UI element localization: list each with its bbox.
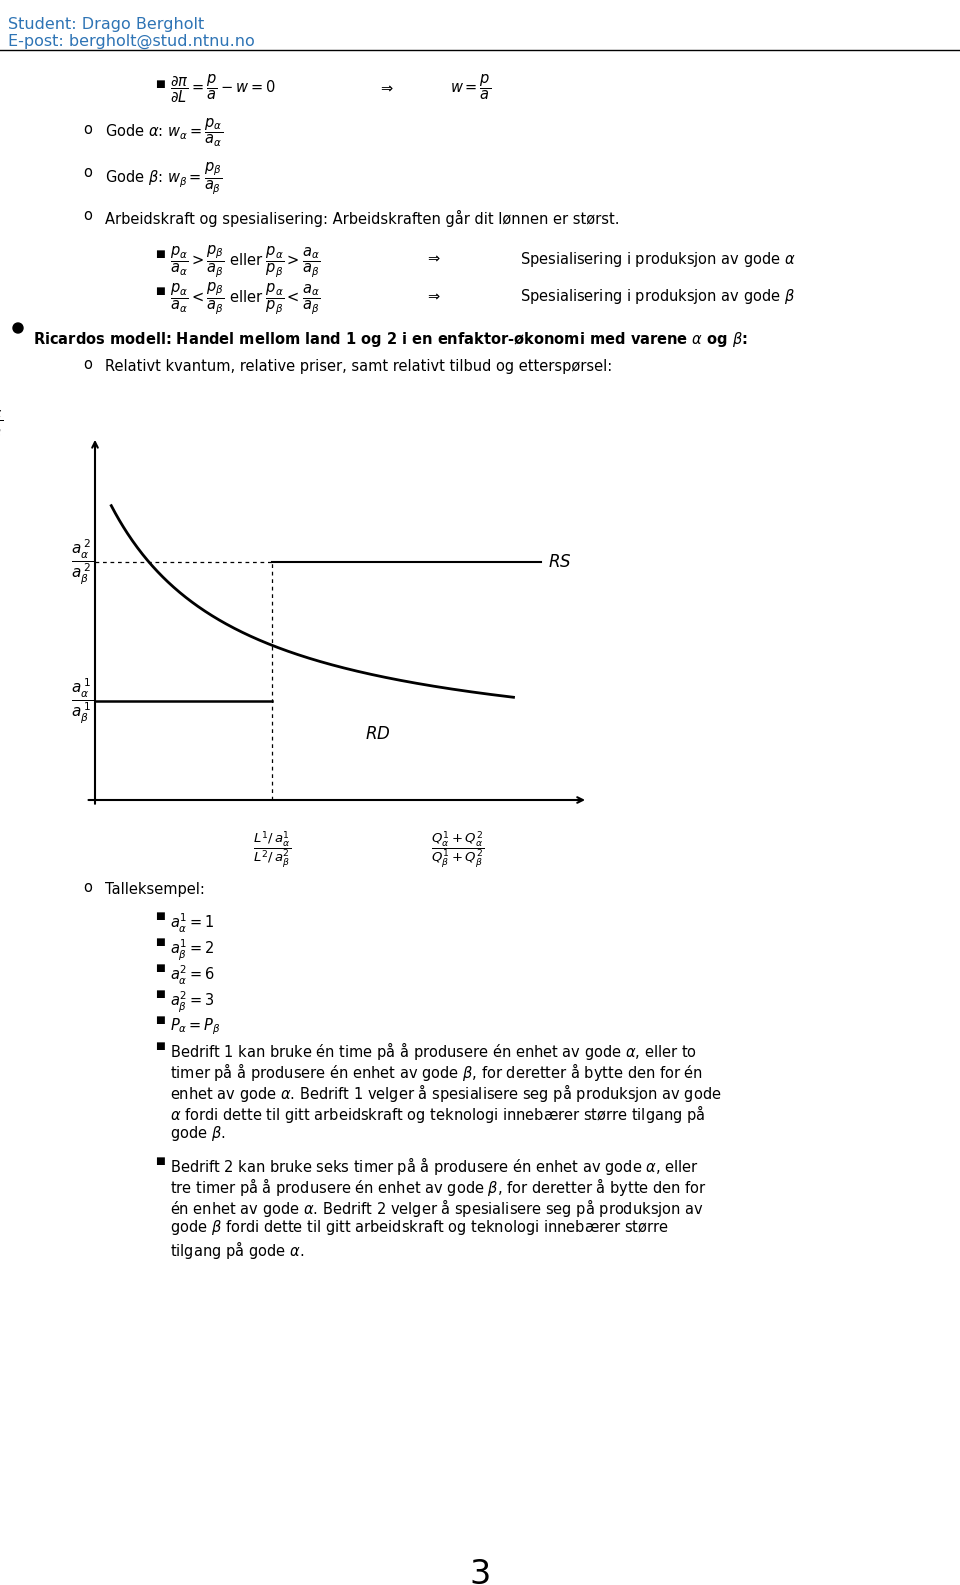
Text: gode $\beta$.: gode $\beta$. [170,1124,226,1143]
Circle shape [13,323,23,333]
Text: $\blacksquare$: $\blacksquare$ [155,247,166,260]
Text: o: o [83,357,92,372]
Text: $\dfrac{a_\alpha^{\;1}}{a_\beta^{\;1}}$: $\dfrac{a_\alpha^{\;1}}{a_\beta^{\;1}}$ [71,677,93,726]
Text: $\blacksquare$: $\blacksquare$ [155,1155,166,1167]
Text: $\blacksquare$: $\blacksquare$ [155,1014,166,1025]
Text: $\dfrac{L^{1}/\,a_\alpha^{1}}{L^{2}/\,a_\beta^{2}}$: $\dfrac{L^{1}/\,a_\alpha^{1}}{L^{2}/\,a_… [252,829,291,870]
Text: E-post: bergholt@stud.ntnu.no: E-post: bergholt@stud.ntnu.no [8,33,254,49]
Text: Ricardos modell: Handel mellom land 1 og 2 i en enfaktor-økonomi med varene $\al: Ricardos modell: Handel mellom land 1 og… [33,330,748,349]
Text: $\dfrac{Q_\alpha^{1}+Q_\alpha^{2}}{Q_\beta^{1}+Q_\beta^{2}}$: $\dfrac{Q_\alpha^{1}+Q_\alpha^{2}}{Q_\be… [431,829,485,870]
Text: $w = \dfrac{p}{a}$: $w = \dfrac{p}{a}$ [450,71,492,101]
Text: o: o [83,880,92,896]
Text: $\blacksquare$: $\blacksquare$ [155,78,166,90]
Text: enhet av gode $\alpha$. Bedrift 1 velger å spesialisere seg på produksjon av god: enhet av gode $\alpha$. Bedrift 1 velger… [170,1083,722,1105]
Text: $a_\beta^{2} = 3$: $a_\beta^{2} = 3$ [170,991,215,1014]
Text: $\dfrac{a_\alpha^{\;2}}{a_\beta^{\;2}}$: $\dfrac{a_\alpha^{\;2}}{a_\beta^{\;2}}$ [71,537,93,586]
Text: $RD$: $RD$ [365,724,391,743]
Text: $\blacksquare$: $\blacksquare$ [155,1040,166,1052]
Text: $a_\alpha^{2} = 6$: $a_\alpha^{2} = 6$ [170,964,215,987]
Text: $\Rightarrow$: $\Rightarrow$ [425,287,442,303]
Text: $\alpha$ fordi dette til gitt arbeidskraft og teknologi innebærer større tilgang: $\alpha$ fordi dette til gitt arbeidskra… [170,1103,706,1125]
Text: $a_\alpha^{1} = 1$: $a_\alpha^{1} = 1$ [170,911,214,935]
Text: $\dfrac{P_\alpha}{P_\beta}$: $\dfrac{P_\alpha}{P_\beta}$ [0,399,4,444]
Text: $\blacksquare$: $\blacksquare$ [155,285,166,296]
Text: 3: 3 [469,1558,491,1585]
Text: $\Rightarrow$: $\Rightarrow$ [425,250,442,265]
Text: $RS$: $RS$ [548,553,572,572]
Text: $\blacksquare$: $\blacksquare$ [155,937,166,948]
Text: $\blacksquare$: $\blacksquare$ [155,987,166,1000]
Text: Student: Drago Bergholt: Student: Drago Bergholt [8,17,204,32]
Text: $\blacksquare$: $\blacksquare$ [155,910,166,922]
Text: timer på å produsere én enhet av gode $\beta$, for deretter å bytte den for én: timer på å produsere én enhet av gode $\… [170,1060,703,1083]
Text: Relativt kvantum, relative priser, samt relativt tilbud og etterspørsel:: Relativt kvantum, relative priser, samt … [105,358,612,374]
Text: tre timer på å produsere én enhet av gode $\beta$, for deretter å bytte den for: tre timer på å produsere én enhet av god… [170,1176,707,1198]
Text: tilgang på gode $\alpha$.: tilgang på gode $\alpha$. [170,1239,304,1262]
Text: Talleksempel:: Talleksempel: [105,881,204,897]
Text: $\dfrac{p_\alpha}{a_\alpha} > \dfrac{p_\beta}{a_\beta}$ eller $\dfrac{p_\alpha}{: $\dfrac{p_\alpha}{a_\alpha} > \dfrac{p_\… [170,243,321,279]
Text: o: o [83,208,92,223]
Text: $\dfrac{p_\alpha}{a_\alpha} < \dfrac{p_\beta}{a_\beta}$ eller $\dfrac{p_\alpha}{: $\dfrac{p_\alpha}{a_\alpha} < \dfrac{p_\… [170,281,321,315]
Text: Bedrift 2 kan bruke seks timer på å produsere én enhet av gode $\alpha$, eller: Bedrift 2 kan bruke seks timer på å prod… [170,1155,699,1178]
Text: Bedrift 1 kan bruke én time på å produsere én enhet av gode $\alpha$, eller to: Bedrift 1 kan bruke én time på å produse… [170,1040,697,1062]
Text: Spesialisering i produksjon av gode $\alpha$: Spesialisering i produksjon av gode $\al… [520,250,796,269]
Text: én enhet av gode $\alpha$. Bedrift 2 velger å spesialisere seg på produksjon av: én enhet av gode $\alpha$. Bedrift 2 vel… [170,1197,704,1219]
Text: $\blacksquare$: $\blacksquare$ [155,962,166,975]
Text: o: o [83,165,92,181]
Text: $a_\beta^{1} = 2$: $a_\beta^{1} = 2$ [170,938,214,964]
Text: gode $\beta$ fordi dette til gitt arbeidskraft og teknologi innebærer større: gode $\beta$ fordi dette til gitt arbeid… [170,1217,668,1236]
Text: Arbeidskraft og spesialisering: Arbeidskraften går dit lønnen er størst.: Arbeidskraft og spesialisering: Arbeidsk… [105,209,619,227]
Text: $\Rightarrow$: $\Rightarrow$ [378,79,395,95]
Text: o: o [83,122,92,136]
Text: $\dfrac{\partial \pi}{\partial L} = \dfrac{p}{a} - w = 0$: $\dfrac{\partial \pi}{\partial L} = \dfr… [170,71,276,105]
Text: Gode $\alpha$: $w_\alpha = \dfrac{p_\alpha}{a_\alpha}$: Gode $\alpha$: $w_\alpha = \dfrac{p_\alp… [105,117,223,149]
Text: Spesialisering i produksjon av gode $\beta$: Spesialisering i produksjon av gode $\be… [520,287,795,306]
Text: $P_\alpha = P_\beta$: $P_\alpha = P_\beta$ [170,1016,221,1037]
Text: Gode $\beta$: $w_\beta = \dfrac{p_\beta}{a_\beta}$: Gode $\beta$: $w_\beta = \dfrac{p_\beta}… [105,160,223,197]
